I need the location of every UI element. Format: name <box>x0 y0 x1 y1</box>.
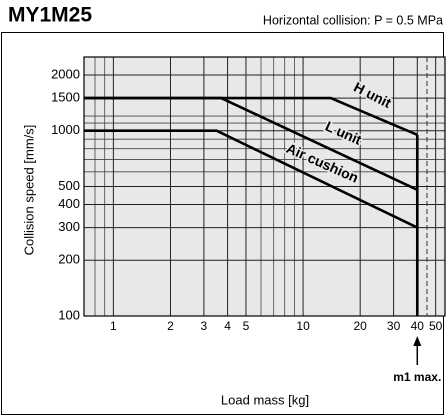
x-axis-label: Load mass [kg] <box>221 392 309 407</box>
y-tick-label: 1500 <box>51 90 80 105</box>
y-tick-label: 2000 <box>51 66 80 81</box>
chart-title: MY1M25 <box>8 4 92 27</box>
limit-label: m1 max. <box>393 370 441 384</box>
x-tick-label: 20 <box>353 319 367 333</box>
x-tick-label: 10 <box>296 319 310 333</box>
x-tick-label: 40 <box>411 319 425 333</box>
x-tick-label: 30 <box>387 319 401 333</box>
y-tick-label: 400 <box>58 196 80 211</box>
y-tick-label: 100 <box>58 307 80 322</box>
x-tick-label: 1 <box>110 319 117 333</box>
x-tick-label: 50 <box>429 319 443 333</box>
x-tick-label: 5 <box>243 319 250 333</box>
y-axis-label: Collision speed [mm/s] <box>21 125 36 256</box>
y-tick-label: 1000 <box>51 122 80 137</box>
x-tick-label: 3 <box>201 319 208 333</box>
y-tick-label: 300 <box>58 219 80 234</box>
y-tick-label: 200 <box>58 252 80 267</box>
y-tick-label: 500 <box>58 178 80 193</box>
series-line <box>84 129 418 229</box>
chart-subtitle: Horizontal collision: P = 0.5 MPa <box>263 13 443 27</box>
x-tick-label: 4 <box>224 319 231 333</box>
arrow-head <box>413 336 422 346</box>
series-line <box>84 96 418 191</box>
plot-border <box>83 56 446 317</box>
x-tick-label: 2 <box>167 319 174 333</box>
